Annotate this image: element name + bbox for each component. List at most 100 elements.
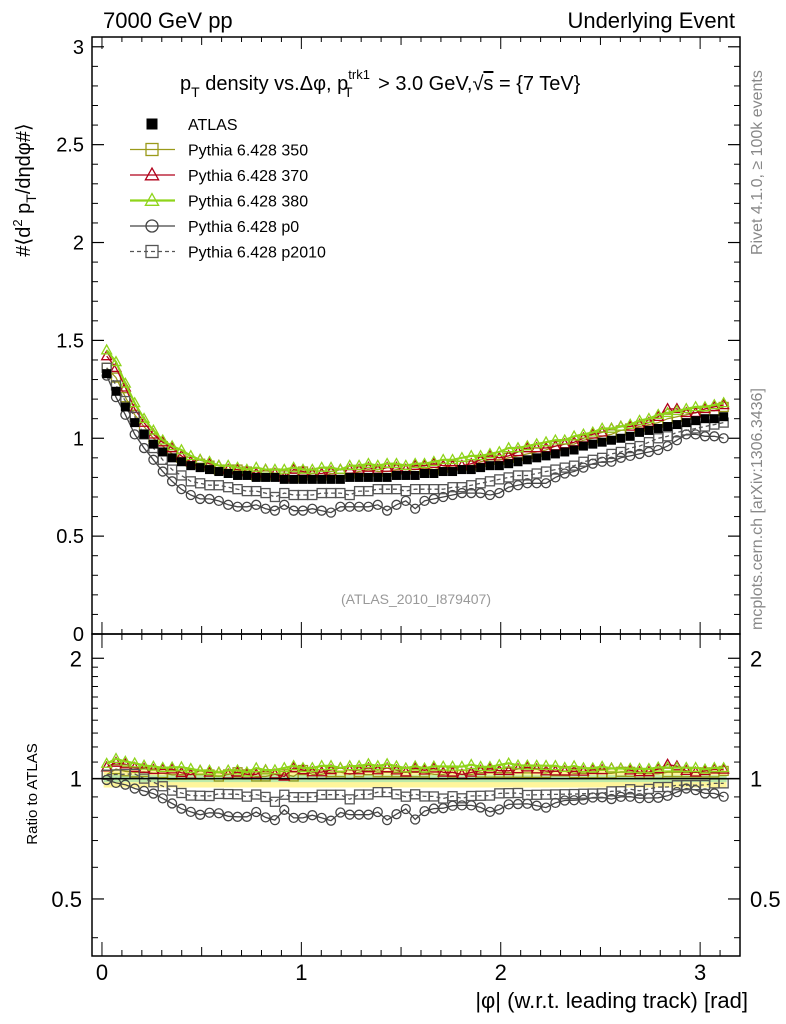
ratio-point	[558, 764, 571, 776]
ratio-point	[324, 759, 338, 771]
data-point	[223, 468, 233, 478]
ratio-point	[465, 766, 478, 777]
data-point	[156, 433, 169, 445]
data-point	[475, 487, 486, 499]
data-point	[474, 449, 487, 461]
data-point	[296, 463, 310, 474]
data-point	[381, 505, 393, 516]
data-point	[297, 505, 309, 516]
data-point	[446, 453, 459, 465]
ratio-point	[558, 761, 571, 773]
data-point	[100, 349, 113, 361]
data-point	[652, 408, 665, 420]
data-point	[670, 404, 683, 416]
data-point	[335, 474, 345, 484]
data-point	[109, 355, 123, 367]
data-point	[354, 472, 364, 482]
data-point	[606, 435, 616, 445]
ratio-point	[372, 806, 383, 818]
data-point	[476, 463, 486, 473]
ratio-point	[586, 761, 599, 773]
data-point	[158, 447, 168, 457]
data-point	[653, 444, 664, 456]
data-point	[100, 343, 113, 355]
ratio-point	[343, 759, 356, 771]
ratio-point	[297, 812, 309, 824]
ratio-point	[287, 759, 300, 771]
ratio-point	[175, 760, 188, 772]
data-point	[530, 437, 543, 449]
data-point	[549, 433, 562, 445]
data-point	[381, 457, 394, 468]
data-point	[558, 433, 571, 445]
ratio-series-pythia-6-428-380	[100, 752, 730, 777]
ratio-plot-marks	[92, 752, 740, 826]
ratio-y-tick-label: 0.5	[51, 887, 82, 912]
data-point	[363, 501, 374, 512]
data-point	[448, 467, 458, 477]
data-point	[120, 402, 130, 412]
data-point	[139, 429, 149, 439]
data-point	[326, 474, 336, 484]
data-point	[167, 453, 177, 463]
ratio-point	[315, 759, 328, 771]
main-y-tick-label: 1.5	[56, 330, 84, 352]
ratio-point	[511, 758, 525, 770]
ratio-point	[129, 783, 140, 794]
data-point	[317, 474, 327, 484]
ratio-point	[259, 763, 272, 775]
ratio-point	[166, 798, 178, 809]
data-point	[137, 412, 151, 423]
data-point	[586, 425, 599, 437]
data-point	[307, 503, 318, 514]
data-point	[251, 499, 262, 510]
ratio-point	[718, 791, 729, 802]
ratio-point	[353, 759, 366, 771]
ratio-point	[334, 761, 347, 773]
data-point	[717, 396, 730, 408]
data-point	[644, 425, 654, 435]
data-point	[511, 441, 525, 453]
ratio-point	[549, 764, 562, 776]
series-atlas	[102, 369, 729, 484]
ratio-point	[362, 757, 375, 769]
ratio-point	[184, 762, 197, 774]
data-point	[324, 461, 338, 472]
data-point	[483, 447, 497, 459]
data-point	[130, 418, 140, 428]
rivet-version-label: Rivet 4.1.0, ≥ 100k events	[749, 70, 766, 255]
data-point	[362, 457, 375, 468]
ratio-point	[119, 757, 132, 769]
data-point	[597, 437, 607, 447]
data-point	[670, 402, 683, 414]
data-point	[522, 455, 532, 465]
ratio-point	[222, 763, 235, 775]
data-point	[269, 505, 281, 516]
ratio-point	[268, 763, 281, 775]
ratio-point	[438, 793, 449, 804]
data-point	[373, 472, 383, 482]
ratio-point	[483, 760, 497, 772]
main-y-tick-label: 3	[73, 37, 84, 59]
ratio-point	[390, 759, 403, 771]
data-point	[466, 465, 476, 475]
data-point	[680, 402, 693, 414]
ratio-point	[399, 761, 412, 773]
main-y-axis: 0 0.5 1 1.5 2 2.5 3	[56, 37, 740, 646]
data-point	[550, 472, 561, 483]
ratio-point	[708, 761, 721, 773]
ratio-point	[119, 755, 132, 766]
ratio-point	[493, 764, 506, 775]
ratio-point	[269, 814, 281, 826]
ratio-point	[484, 806, 496, 818]
ratio-point	[410, 789, 421, 800]
ratio-point	[698, 762, 712, 774]
data-point	[577, 427, 590, 439]
main-plot-marks	[100, 343, 730, 518]
ratio-point	[316, 812, 327, 824]
data-point	[653, 423, 663, 433]
data-point	[672, 420, 682, 430]
ratio-point	[605, 761, 618, 773]
data-point	[719, 412, 729, 422]
ratio-point	[653, 792, 664, 803]
